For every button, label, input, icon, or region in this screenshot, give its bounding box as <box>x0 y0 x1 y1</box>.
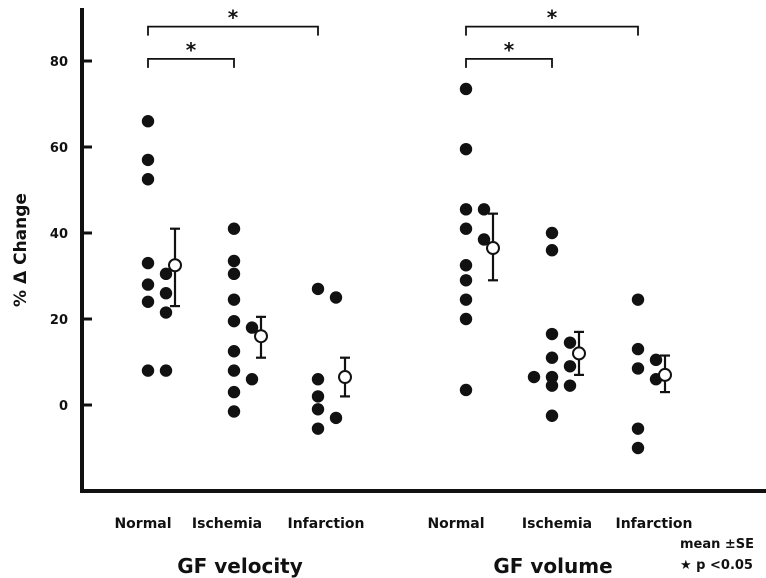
y-axis-label: % Δ Change <box>11 193 31 307</box>
data-point <box>631 422 645 435</box>
data-point <box>227 314 241 328</box>
data-point <box>227 293 241 306</box>
data-point <box>159 306 173 319</box>
y-tick-label: 20 <box>50 313 68 328</box>
data-point <box>311 422 325 435</box>
mean-marker <box>486 241 500 256</box>
data-point <box>631 441 645 455</box>
significance-star: * <box>228 6 239 30</box>
data-point <box>141 153 155 167</box>
y-tick-label: 60 <box>50 141 68 156</box>
data-point <box>141 115 155 128</box>
data-point <box>141 295 155 308</box>
data-point <box>159 267 173 281</box>
data-point <box>459 82 473 96</box>
data-point <box>459 203 473 216</box>
data-point <box>459 274 473 287</box>
data-point <box>459 383 473 397</box>
data-point <box>311 373 325 386</box>
data-point <box>545 244 559 257</box>
group-label: GF velocity <box>177 554 303 578</box>
significance-brackets: * * * * <box>147 6 639 68</box>
data-point <box>477 203 491 216</box>
data-point <box>311 282 325 296</box>
data-point <box>227 345 241 358</box>
data-point <box>631 293 645 306</box>
mean-marker <box>338 370 352 385</box>
data-point <box>545 226 559 240</box>
data-point <box>545 379 559 392</box>
data-point <box>563 336 577 349</box>
significance-bracket <box>465 25 639 36</box>
data-point <box>311 390 325 403</box>
data-point <box>141 173 155 186</box>
significance-bracket <box>147 57 235 68</box>
data-point <box>159 287 173 300</box>
category-labels: Normal Ischemia Infarction Normal Ischemia In… <box>114 516 692 532</box>
data-point <box>141 278 155 291</box>
category-label: Ischemia <box>522 516 592 532</box>
data-point <box>245 321 259 334</box>
data-point <box>545 409 559 422</box>
y-tick-label: 40 <box>50 227 68 242</box>
data-point <box>227 267 241 281</box>
mean-markers <box>168 212 672 398</box>
data-point <box>563 360 577 373</box>
data-points <box>141 82 663 455</box>
data-point <box>227 254 241 268</box>
legend: mean ±SE ★ p <0.05 <box>680 537 754 573</box>
data-point <box>227 364 241 377</box>
data-point <box>527 370 541 384</box>
mean-marker <box>572 346 586 361</box>
data-point <box>459 259 473 272</box>
group-labels: GF velocity GF volume <box>177 554 612 578</box>
legend-mean-se: mean ±SE <box>680 537 754 552</box>
group-label: GF volume <box>493 554 612 578</box>
y-tick-label: 80 <box>50 55 68 70</box>
data-point <box>141 256 155 270</box>
significance-star: * <box>547 6 558 30</box>
data-point <box>545 351 559 364</box>
category-label: Ischemia <box>192 516 262 532</box>
data-point <box>459 222 473 235</box>
data-point <box>649 353 663 367</box>
data-point <box>227 405 241 418</box>
mean-marker <box>254 329 268 344</box>
data-point <box>459 312 473 326</box>
y-ticks: 0 20 40 60 80 <box>50 55 92 414</box>
mean-marker <box>168 258 182 273</box>
category-label: Normal <box>427 516 484 532</box>
data-point <box>227 222 241 235</box>
category-label: Normal <box>114 516 171 532</box>
data-point <box>311 403 325 416</box>
category-label: Infarction <box>288 516 365 532</box>
data-point <box>545 370 559 384</box>
legend-significance: ★ p <0.05 <box>680 558 753 573</box>
data-point <box>477 233 491 246</box>
data-point <box>245 373 259 386</box>
category-label: Infarction <box>616 516 693 532</box>
data-point <box>227 385 241 399</box>
data-point <box>459 293 473 306</box>
significance-bracket <box>147 25 319 36</box>
data-point <box>329 291 343 304</box>
axes <box>80 8 766 493</box>
data-point <box>141 364 155 377</box>
data-point <box>631 362 645 375</box>
data-point <box>631 342 645 356</box>
data-point <box>459 142 473 156</box>
data-point <box>329 411 343 425</box>
data-point <box>159 364 173 377</box>
data-point <box>545 327 559 341</box>
significance-bracket <box>465 57 553 68</box>
mean-marker <box>658 367 672 382</box>
y-tick-label: 0 <box>59 399 68 414</box>
data-point <box>563 379 577 392</box>
significance-star: * <box>504 38 515 62</box>
significance-star: * <box>186 38 197 62</box>
